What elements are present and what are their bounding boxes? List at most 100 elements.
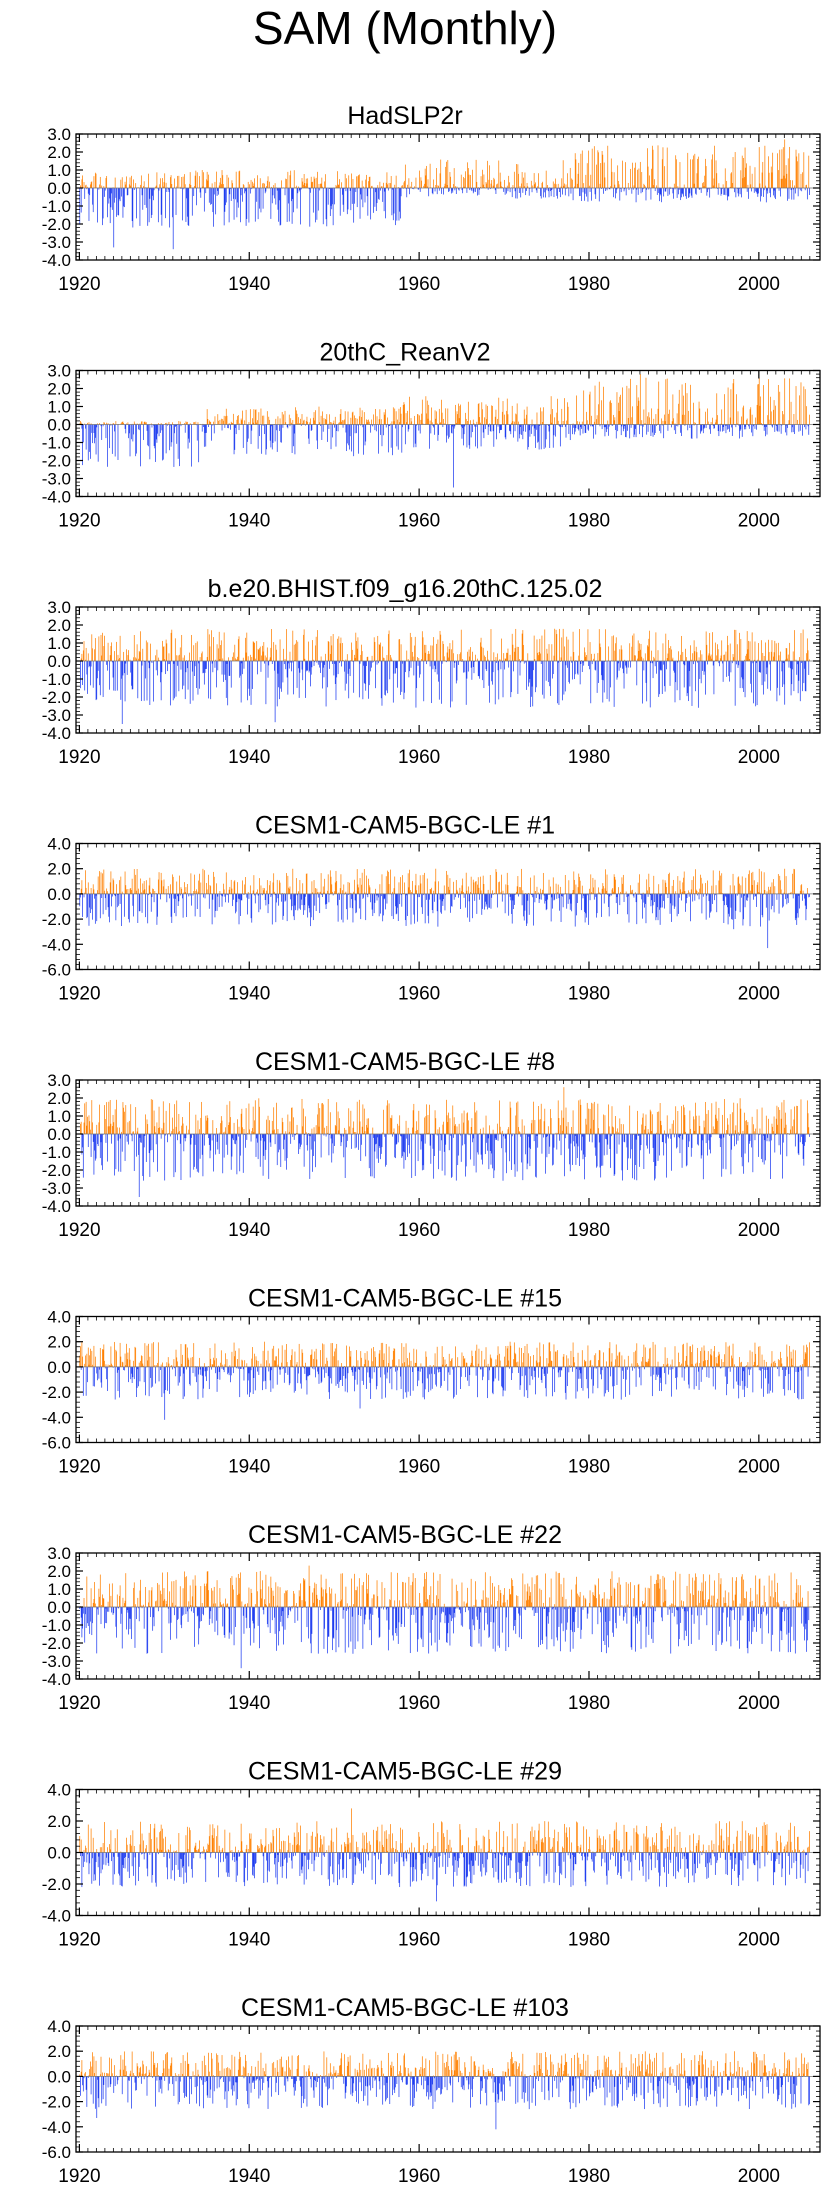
bar-positive: [740, 170, 742, 188]
bar-negative: [189, 661, 191, 704]
bar-positive: [257, 889, 258, 894]
bar-positive: [326, 414, 328, 425]
bar-negative: [531, 893, 533, 896]
bar-negative: [370, 893, 372, 903]
bar-negative: [138, 424, 140, 431]
bar-positive: [150, 643, 151, 661]
bar-positive: [770, 651, 772, 661]
bar-positive: [501, 186, 503, 188]
bar-negative: [794, 188, 796, 194]
bar-positive: [189, 423, 191, 425]
bar-positive: [85, 185, 86, 188]
bar-positive: [685, 382, 686, 425]
bar-negative: [681, 424, 682, 437]
bar-negative: [354, 424, 356, 434]
bar-positive: [85, 184, 87, 188]
bar-negative: [92, 188, 93, 205]
bar-positive: [399, 422, 401, 425]
bar-negative: [731, 661, 733, 664]
bar-negative: [804, 424, 805, 428]
bar-negative: [546, 188, 548, 191]
bar-positive: [592, 877, 594, 894]
bar-negative: [786, 424, 788, 436]
bar-positive: [119, 635, 121, 661]
bar-negative: [439, 893, 441, 900]
bar-positive: [472, 169, 473, 188]
bar-negative: [79, 893, 81, 907]
bar-positive: [477, 187, 479, 188]
bar-positive: [614, 417, 616, 425]
bar-negative: [173, 661, 175, 664]
bar-positive: [421, 399, 423, 425]
bar-negative: [591, 661, 593, 665]
bar-negative: [484, 424, 486, 430]
bar-positive: [793, 868, 795, 894]
bar-negative: [601, 188, 602, 189]
bar-positive: [634, 167, 636, 188]
bar-negative: [412, 188, 413, 189]
bar-negative: [702, 893, 704, 897]
bar-positive: [257, 648, 259, 661]
bar-negative: [232, 893, 234, 907]
bar-negative: [518, 424, 520, 439]
bar-positive: [251, 657, 253, 661]
bar-negative: [551, 893, 553, 898]
bar-positive: [683, 395, 684, 425]
bar-negative: [663, 188, 665, 197]
bar-negative: [166, 893, 168, 903]
bar-negative: [102, 424, 104, 427]
bar-positive: [414, 885, 416, 894]
bar-positive: [643, 409, 645, 425]
bar-positive: [323, 892, 325, 894]
bar-positive: [429, 889, 431, 894]
bar-positive: [707, 421, 709, 425]
bar-positive: [215, 659, 217, 661]
bar-positive: [201, 653, 202, 661]
bar-negative: [619, 188, 621, 201]
bar-positive: [351, 173, 352, 188]
bar-negative: [276, 893, 277, 903]
bar-negative: [179, 424, 180, 467]
bar-positive: [501, 874, 502, 894]
bar-positive: [90, 888, 92, 894]
bar-negative: [538, 893, 540, 904]
bar-negative: [474, 893, 476, 901]
bar-positive: [317, 630, 318, 661]
bar-negative: [177, 661, 178, 666]
bar-negative: [475, 424, 476, 447]
bar-negative: [172, 661, 174, 701]
bar-negative: [584, 893, 585, 912]
bar-negative: [608, 893, 610, 917]
bar-positive: [398, 639, 400, 661]
bar-positive: [103, 869, 105, 894]
bar-negative: [233, 188, 235, 220]
bar-negative: [509, 424, 510, 431]
bar-positive: [337, 184, 339, 188]
bar-positive: [164, 659, 166, 661]
bar-positive: [103, 646, 105, 661]
bar-negative: [201, 424, 203, 432]
bar-negative: [453, 424, 454, 488]
x-tick-label: 1940: [228, 747, 270, 768]
bar-positive: [287, 875, 289, 894]
bar-negative: [294, 424, 296, 455]
bar-negative: [525, 661, 527, 663]
bar-negative: [142, 188, 144, 210]
bar-positive: [653, 418, 655, 425]
bar-positive: [555, 629, 557, 661]
bar-negative: [738, 188, 740, 197]
x-tick-label: 1920: [58, 984, 100, 1005]
bar-negative: [601, 661, 603, 680]
bar-positive: [194, 422, 195, 425]
bar-negative: [585, 893, 587, 914]
bar-positive: [720, 892, 722, 894]
bar-negative: [756, 893, 757, 907]
bar-positive: [312, 181, 313, 188]
bar-positive: [164, 173, 166, 188]
bar-positive: [220, 640, 222, 661]
bar-positive: [80, 1121, 82, 1134]
bar-negative: [579, 424, 581, 436]
bar-negative: [383, 424, 384, 436]
bar-positive: [443, 186, 445, 188]
bar-positive: [593, 653, 595, 661]
